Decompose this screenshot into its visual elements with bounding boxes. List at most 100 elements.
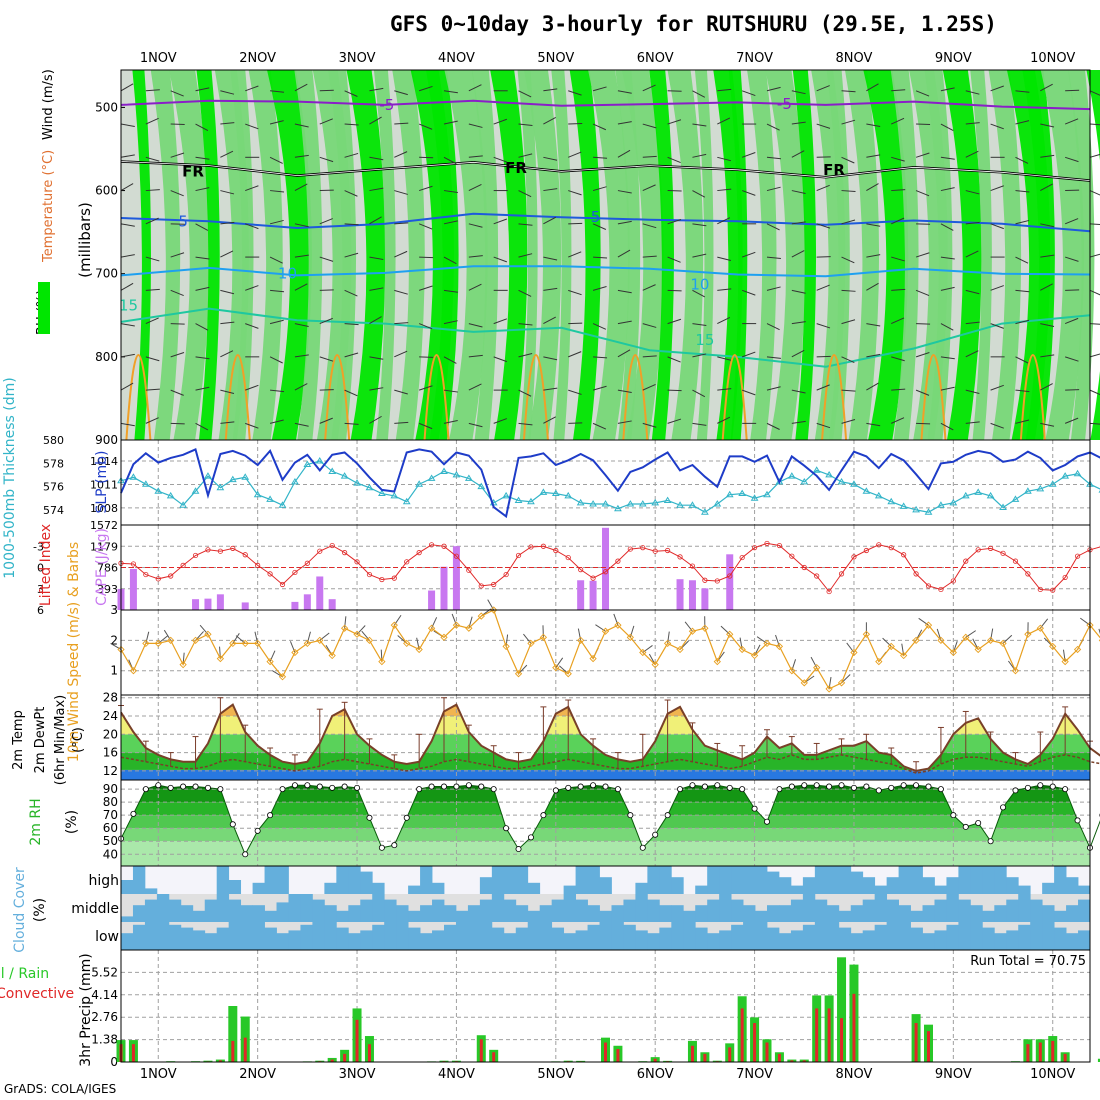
wind-barb [543, 387, 558, 391]
wind10-point [912, 636, 920, 644]
wind10-point [129, 667, 138, 675]
rh-point [701, 783, 708, 790]
rh-point [354, 784, 361, 791]
wind-barb [592, 223, 607, 230]
wind-barb [617, 121, 632, 125]
wind-barb [1089, 90, 1100, 96]
rh-point [416, 786, 423, 793]
lifted-index-point [466, 567, 472, 573]
rh-point [403, 814, 410, 821]
thickness-point [266, 495, 274, 502]
wind-barb [766, 156, 781, 160]
top-x-tick-label: 5NOV [537, 51, 574, 66]
cape-bar [428, 590, 436, 610]
cloud-bar [276, 902, 289, 922]
rh-point [254, 827, 261, 834]
wind-barb [294, 154, 309, 158]
lifted-index-point [366, 571, 373, 578]
rh-shade [551, 70, 572, 440]
rh-point [813, 782, 820, 789]
precip-convective-bar [827, 1008, 831, 1062]
cloud-bar [360, 899, 373, 922]
cape-bar [291, 601, 299, 610]
cloud-bar [1066, 905, 1079, 922]
wind-barb [145, 89, 160, 92]
wind10-axis-label: 10m Wind Speed (m/s) & Barbs [66, 542, 82, 762]
lifted-axis-label: Lifted Index [38, 524, 54, 606]
precip-convective-bar [740, 1008, 744, 1062]
cloud-bar [659, 905, 672, 922]
wind-barb [841, 319, 856, 325]
wind10-barb [505, 634, 509, 647]
wind-barb [766, 356, 781, 359]
wind-barb [195, 356, 210, 360]
cloud-bar [934, 899, 947, 922]
rh-point [677, 786, 684, 793]
wind-barb [195, 223, 209, 231]
wind10-point [1024, 630, 1032, 638]
wind-barb [1089, 353, 1100, 358]
wind-barb [915, 190, 930, 197]
rh-point [614, 786, 621, 793]
wind-barb [145, 317, 159, 325]
wind10-point [167, 636, 175, 644]
surface-temperature-contour [324, 354, 351, 441]
cloud-bar [683, 922, 696, 950]
wind-barb [245, 85, 259, 92]
rh-shade [844, 70, 880, 440]
wind10-point [726, 630, 734, 638]
wind-barb [145, 256, 160, 262]
rh-point [913, 782, 920, 789]
wind-barb [543, 356, 558, 361]
rh-point [776, 786, 783, 793]
wind-barb [518, 422, 533, 426]
cloud-bar [743, 922, 756, 950]
wind10-barb [1098, 628, 1100, 635]
precip-tick-label: 0 [110, 1055, 118, 1069]
wind-barb [319, 356, 334, 362]
wind-barb [965, 122, 980, 125]
wind10-point [204, 630, 212, 638]
wind-barb [270, 389, 285, 393]
wind-barb [1040, 83, 1053, 92]
thickness-point [763, 490, 771, 498]
cape-bar [676, 579, 684, 610]
thickness-point [601, 500, 610, 507]
lifted-index-point [838, 571, 845, 577]
wind-barb [717, 117, 731, 125]
lifted-index-point [814, 573, 820, 579]
wind-barb [692, 253, 707, 258]
precip-convective-bar [1038, 1042, 1042, 1062]
wind-barb [145, 288, 160, 291]
rh-point [552, 787, 559, 794]
wind-barb [170, 190, 184, 197]
wind-barb [369, 87, 384, 92]
wind-barb [667, 256, 681, 263]
wind10-point [713, 657, 721, 666]
cape-bar [316, 576, 324, 610]
cloud-bar [240, 905, 253, 922]
thickness-tick-label: 578 [43, 457, 64, 470]
rh-point [155, 782, 162, 789]
wind-barb [717, 317, 731, 325]
precip-convective-legend: Convective [0, 986, 74, 1002]
wind-barb [145, 417, 159, 424]
lifted-index-point [329, 542, 335, 549]
wind-barb [1040, 422, 1055, 427]
wind-barb [642, 223, 657, 229]
wind10-point [577, 636, 585, 644]
bottom-x-tick-label: 3NOV [339, 1067, 376, 1082]
thickness-point [477, 482, 486, 490]
wind10-line [120, 609, 1100, 690]
cloud-bar [444, 924, 457, 950]
thickness-point [576, 498, 585, 506]
cloud-unit-label: (%) [32, 898, 48, 922]
wind-barb [940, 422, 954, 431]
lifted-tick-label: 0 [37, 562, 44, 575]
thickness-point [862, 487, 871, 494]
bottom-x-tick-label: 9NOV [935, 1067, 972, 1082]
thickness-line [120, 460, 1100, 513]
wind-barb [940, 123, 954, 132]
precip-total-bar [837, 957, 847, 1062]
